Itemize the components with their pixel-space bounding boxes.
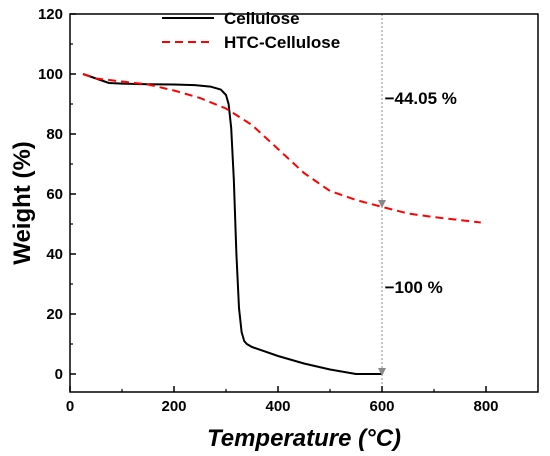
y-axis-title: Weight (%): [9, 141, 36, 265]
legend: Cellulose HTC-Cellulose: [162, 9, 340, 52]
y-tick-label: 80: [46, 126, 63, 143]
y-tick-label: 40: [46, 246, 63, 263]
series-line-1: [82, 73, 481, 224]
y-axis-ticks: 0 20 40 60 80 100 120: [38, 6, 76, 383]
x-tick-label: 800: [473, 398, 498, 415]
y-tick-label: 0: [55, 366, 63, 383]
legend-label-htc-cellulose: HTC-Cellulose: [224, 33, 340, 52]
x-tick-label: 600: [369, 398, 394, 415]
x-tick-label: 200: [161, 398, 186, 415]
annotation-htc-loss: −44.05 %: [385, 89, 457, 108]
legend-label-cellulose: Cellulose: [224, 9, 300, 28]
x-tick-label: 0: [66, 398, 74, 415]
x-tick-label: 400: [265, 398, 290, 415]
plot-frame: [69, 13, 539, 393]
annotation-cellulose-loss: −100 %: [385, 278, 443, 297]
x-axis-title: Temperature (°C): [207, 425, 401, 452]
x-axis-ticks: 0 200 400 600 800: [66, 386, 499, 415]
y-tick-label: 100: [38, 66, 63, 83]
y-tick-label: 20: [46, 306, 63, 323]
series-layer: [82, 73, 481, 375]
y-tick-label: 60: [46, 186, 63, 203]
y-tick-label: 120: [38, 6, 63, 23]
series-line-0: [82, 73, 382, 375]
